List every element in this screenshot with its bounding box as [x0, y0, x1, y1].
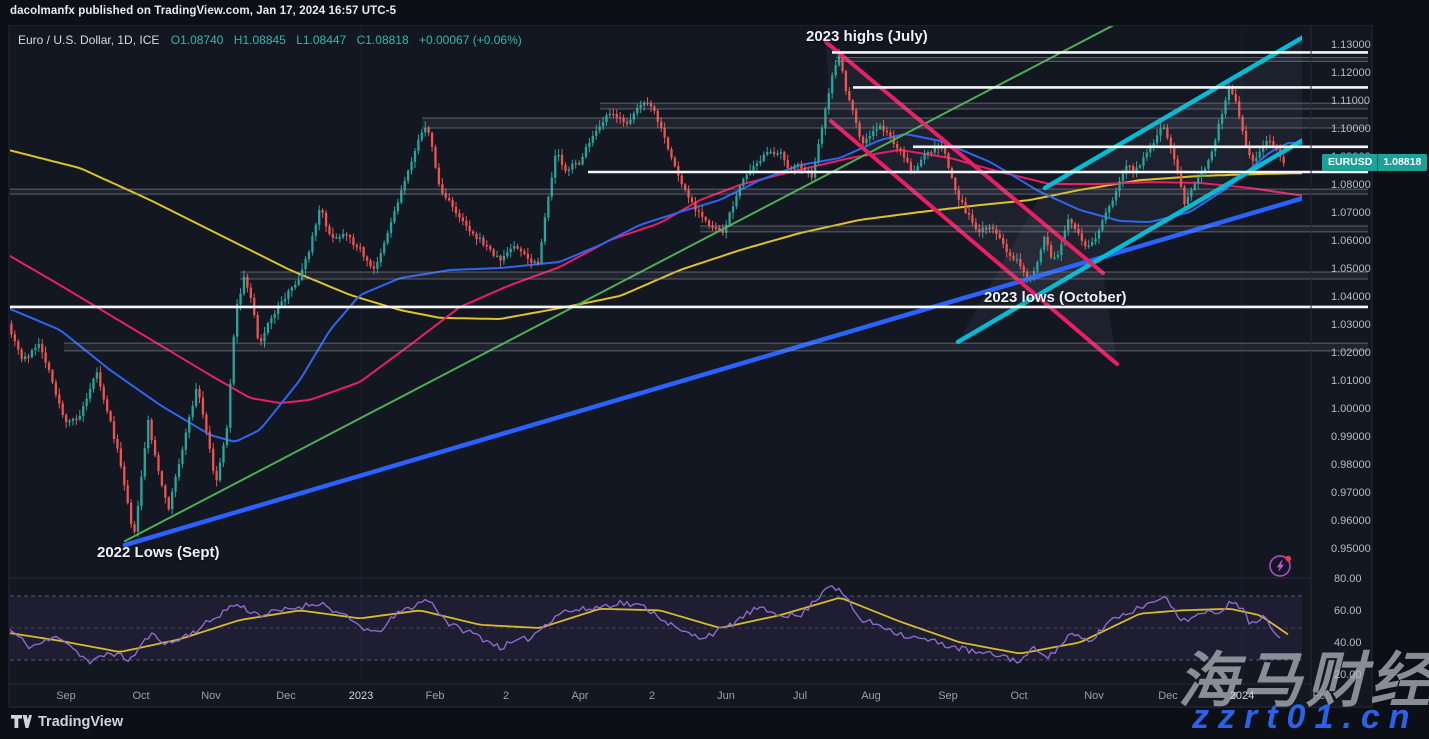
price-tick: 1.08000 — [1331, 179, 1371, 191]
time-tick: Feb — [1312, 690, 1332, 702]
tradingview-link[interactable]: TradingView — [10, 712, 123, 731]
price-tick: 1.01000 — [1331, 375, 1371, 387]
time-tick: Jun — [717, 690, 735, 702]
indicator-tick: 20.00 — [1334, 669, 1362, 681]
price-tick: 1.10000 — [1331, 123, 1371, 135]
annotation-2023-lows: 2023 lows (October) — [984, 289, 1127, 306]
candles-up[interactable] — [23, 48, 1268, 537]
ohlc-high: H1.08845 — [233, 33, 286, 47]
price-tick: 0.95000 — [1331, 543, 1371, 555]
last-price-label: EURUSD 1.08818 — [1322, 154, 1428, 171]
annotation-2022-lows: 2022 Lows (Sept) — [97, 544, 220, 561]
watermark-url: zzrt01.cn — [1192, 698, 1419, 736]
indicator-tick: 40.00 — [1334, 637, 1362, 649]
time-tick: 2023 — [348, 690, 374, 702]
tradingview-logo-icon — [11, 715, 32, 728]
price-tick: 0.96000 — [1331, 515, 1371, 527]
time-tick: Apr — [571, 690, 589, 702]
time-tick: Nov — [201, 690, 221, 702]
price-tick: 1.04000 — [1331, 291, 1371, 303]
publisher-line: dacolmanfx published on TradingView.com,… — [10, 5, 397, 17]
time-tick: Dec — [276, 690, 296, 702]
time-tick: Dec — [1158, 690, 1178, 702]
uptrend-green[interactable] — [124, 24, 1116, 543]
annotation-2023-highs: 2023 highs (July) — [806, 28, 928, 45]
price-tick: 1.11000 — [1331, 95, 1370, 107]
alert-flash-icon[interactable] — [1266, 551, 1296, 581]
main-pane[interactable] — [7, 24, 1310, 548]
price-tick: 1.13000 — [1331, 39, 1371, 51]
price-tick: 1.00000 — [1331, 403, 1371, 415]
time-tick: Nov — [1084, 690, 1104, 702]
last-price-symbol: EURUSD — [1322, 154, 1378, 171]
rsi-pane[interactable] — [8, 585, 1302, 665]
price-tick: 1.07000 — [1331, 207, 1371, 219]
price-tick: 1.06000 — [1331, 235, 1371, 247]
tradingview-logo-text: TradingView — [38, 713, 124, 730]
change-value: +0.00067 (+0.06%) — [418, 33, 522, 47]
rsi-line[interactable] — [8, 585, 1281, 665]
time-tick: 2 — [502, 690, 510, 702]
price-tick: 1.03000 — [1331, 319, 1371, 331]
indicator-tick: 60.00 — [1334, 605, 1362, 617]
price-tick: 1.05000 — [1331, 263, 1371, 275]
price-tick: 0.99000 — [1331, 431, 1371, 443]
time-tick: Oct — [1010, 690, 1028, 702]
time-tick: 2 — [648, 690, 656, 702]
watermark-cn: 海马财经 — [1178, 647, 1429, 714]
ma-fast-yellow[interactable] — [8, 133, 1303, 443]
pink-channel-upper[interactable] — [824, 40, 1105, 276]
ma-mid-pink[interactable] — [8, 149, 1303, 404]
cyan-channel-upper[interactable] — [1042, 33, 1310, 191]
price-tick: 0.97000 — [1331, 487, 1371, 499]
uptrend-blue-major[interactable] — [122, 196, 1310, 548]
symbol-title: Euro / U.S. Dollar, 1D, ICE — [18, 33, 160, 47]
price-tick: 1.02000 — [1331, 347, 1371, 359]
indicator-tick: 80.00 — [1334, 573, 1362, 585]
cyan-channel-fill — [958, 37, 1302, 342]
chart-widget-bg — [9, 25, 1372, 708]
ohlc-low: L1.08447 — [296, 33, 347, 47]
symbol-legend[interactable]: Euro / U.S. Dollar, 1D, ICE O1.08740 H1.… — [18, 33, 529, 47]
time-tick: Feb — [425, 690, 445, 702]
time-tick: 2024 — [1229, 690, 1255, 702]
ohlc-open: O1.08740 — [170, 33, 224, 47]
time-tick: Sep — [56, 690, 76, 702]
pink-channel-lower[interactable] — [829, 119, 1119, 367]
time-tick: Jul — [792, 690, 808, 702]
time-tick: Sep — [938, 690, 958, 702]
pink-channel-fill — [826, 42, 1117, 365]
time-tick: Aug — [861, 690, 881, 702]
publish-header: dacolmanfx published on TradingView.com,… — [0, 0, 1429, 25]
price-tick: 1.12000 — [1331, 67, 1371, 79]
time-tick: Oct — [132, 690, 150, 702]
last-price-value: 1.08818 — [1377, 154, 1428, 171]
ohlc-close: C1.08818 — [356, 33, 409, 47]
price-tick: 0.98000 — [1331, 459, 1371, 471]
